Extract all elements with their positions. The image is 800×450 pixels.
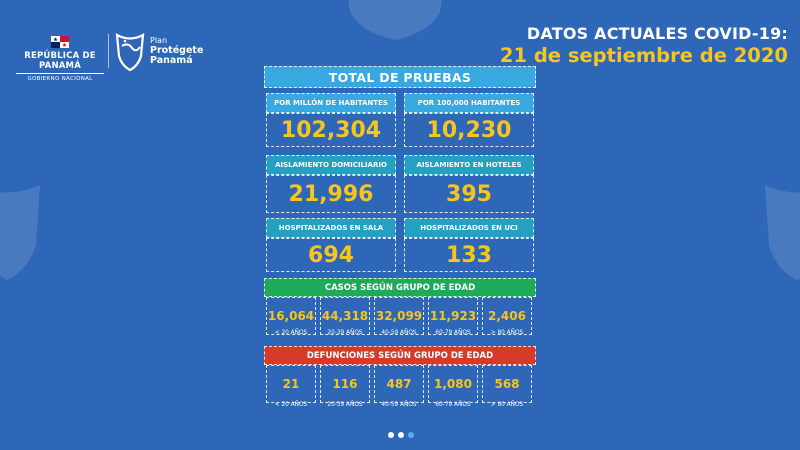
cases-age-value: 32,099 [375,309,423,323]
per-million-box [266,113,396,147]
pagination-dot[interactable] [388,432,394,438]
shield-logo-icon [115,33,145,72]
background-shield-right-icon [765,185,800,280]
plan-text: Plan Protégete Panamá [150,36,203,66]
plan-name-line2: Panamá [150,55,193,66]
cases-age-cell [266,297,316,335]
home-isolation-value: 21,996 [288,181,374,207]
home-isolation-label: AISLAMIENTO DOMICILIARIO [266,155,396,175]
government-name: REPÚBLICA DE PANAMÁ [24,51,96,71]
per-100k-box [404,113,534,147]
cases-by-age-title: CASOS SEGÚN GRUPO DE EDAD [264,278,536,297]
deaths-age-label: 20-39 AÑOS [327,402,363,408]
ward-hospitalized-label: HOSPITALIZADOS EN SALA [266,218,396,238]
hotel-isolation-value: 395 [446,181,492,207]
per-million-label: POR MILLÓN DE HABITANTES [266,93,396,113]
deaths-age-value: 21 [282,377,300,391]
cases-age-label: 60-79 AÑOS [435,330,471,336]
deaths-age-label: 60-79 AÑOS [435,402,471,408]
background-shield-left-icon [0,185,40,280]
panama-flag-icon [51,36,69,48]
per-100k-value: 10,230 [426,117,512,143]
deaths-age-label: > 80 AÑOS [490,402,524,408]
plan-label: Plan [150,36,168,45]
pagination-dot[interactable] [398,432,404,438]
plan-logo: Plan Protégete Panamá [114,30,214,72]
background-shield-top-icon [348,0,442,40]
cases-age-value: 44,318 [321,309,369,323]
icu-hospitalized-label: HOSPITALIZADOS EN UCI [404,218,534,238]
pagination-dots [388,432,414,438]
deaths-age-cell [320,365,370,403]
ward-hospitalized-box [266,238,396,272]
deaths-age-value: 487 [386,377,412,391]
government-subtitle: GOBIERNO NACIONAL [27,76,93,82]
plan-name-line1: Protégete [150,45,204,56]
pagination-dot[interactable] [408,432,414,438]
logo-separator [108,34,109,68]
cases-age-label: 20-39 AÑOS [327,330,363,336]
hotel-isolation-label: AISLAMIENTO EN HOTELES [404,155,534,175]
deaths-age-cell [428,365,478,403]
deaths-age-cell [374,365,424,403]
cases-age-label: < 20 AÑOS [274,330,308,336]
cases-age-cell [320,297,370,335]
per-100k-label: POR 100,000 HABITANTES [404,93,534,113]
cases-age-value: 11,923 [429,309,477,323]
ward-hospitalized-value: 694 [308,242,354,268]
cases-age-value: 16,064 [267,309,315,323]
deaths-age-value: 568 [494,377,520,391]
deaths-age-cell [482,365,532,403]
home-isolation-box [266,175,396,213]
cases-age-cell [374,297,424,335]
icu-hospitalized-value: 133 [446,242,492,268]
icu-hospitalized-box [404,238,534,272]
cases-age-label: > 80 AÑOS [490,330,524,336]
cases-age-cell [482,297,532,335]
deaths-age-value: 116 [332,377,358,391]
deaths-age-cell [266,365,316,403]
government-logo: REPÚBLICA DE PANAMÁ GOBIERNO NACIONAL [10,36,110,82]
hotel-isolation-box [404,175,534,213]
cases-age-value: 2,406 [488,309,526,323]
per-million-value: 102,304 [280,117,382,143]
page-title: DATOS ACTUALES COVID-19: [526,24,788,43]
deaths-by-age-title: DEFUNCIONES SEGÚN GRUPO DE EDAD [264,346,536,365]
page-date: 21 de septiembre de 2020 [499,44,788,67]
tests-title: TOTAL DE PRUEBAS [264,66,536,88]
cases-age-cell [428,297,478,335]
government-divider [16,73,104,74]
deaths-age-value: 1,080 [434,377,472,391]
cases-age-label: 40-59 AÑOS [381,330,417,336]
deaths-age-label: 40-59 AÑOS [381,402,417,408]
deaths-age-label: < 20 AÑOS [274,402,308,408]
